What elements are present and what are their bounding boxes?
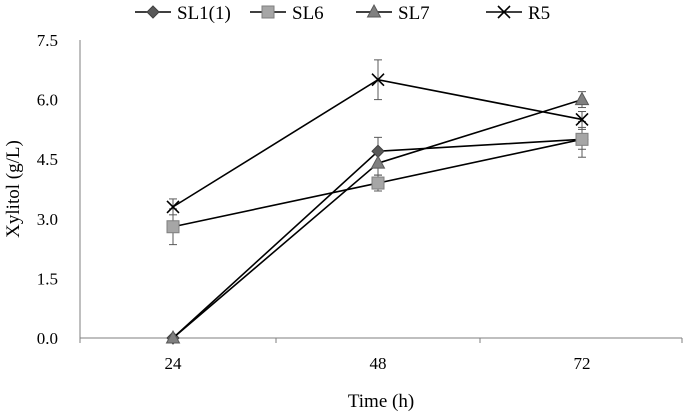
series-r5-point-24-stroke-b <box>166 200 180 214</box>
x-tick-label-48: 48 <box>370 354 387 373</box>
series-sl7-point-24 <box>165 329 181 344</box>
y-tick-label-2: 3.0 <box>37 210 58 229</box>
series-r5 <box>166 59 589 216</box>
axes <box>79 40 682 339</box>
legend-item-sl7: SL7 <box>356 3 430 24</box>
legend-item-sl6: SL6 <box>250 3 324 24</box>
series-sl7 <box>165 91 590 344</box>
legend-item-sl6-marker-shape <box>261 5 275 19</box>
series-r5-point-48-stroke-b <box>371 73 385 87</box>
series-sl6-point-72-shape <box>575 132 589 146</box>
x-tick-label-24: 24 <box>165 354 183 373</box>
y-tick-label-4: 6.0 <box>37 91 58 110</box>
series-sl7-point-72 <box>574 91 590 106</box>
legend-item-r5-marker-stroke-b <box>497 5 511 19</box>
legend-item-sl1-1: SL1(1) <box>135 3 231 24</box>
legend-item-sl1-1-marker <box>146 5 160 19</box>
series-sl7-point-72-shape <box>574 91 590 106</box>
series-sl7-point-48-shape <box>370 155 386 169</box>
series-sl6-point-24-shape <box>166 220 180 234</box>
x-tick-labels: 24 48 72 <box>79 338 683 373</box>
series-sl7-line <box>172 98 583 339</box>
series-sl6-point-48-shape <box>371 176 385 190</box>
y-tick-label-3: 4.5 <box>37 150 58 169</box>
y-tick-label-0: 0.0 <box>37 329 58 348</box>
legend-item-sl7-marker-shape <box>366 3 382 18</box>
legend-item-sl6-marker <box>261 5 275 19</box>
legend-item-sl1-1-label: SL1(1) <box>177 3 231 24</box>
y-tick-label-1: 1.5 <box>37 269 58 288</box>
x-tick-label-72: 72 <box>574 354 591 373</box>
legend-item-sl7-label: SL7 <box>398 3 430 24</box>
legend-item-sl1-1-marker-shape <box>146 5 160 19</box>
series-sl6-point-48 <box>371 176 385 190</box>
series-r5-point-24 <box>166 200 180 214</box>
legend-item-r5-marker <box>497 5 511 19</box>
y-tick-labels: 0.0 1.5 3.0 4.5 6.0 7.5 <box>37 31 58 348</box>
series-sl6-point-72 <box>575 132 589 146</box>
series-sl6-point-24 <box>166 220 180 234</box>
y-tick-label-5: 7.5 <box>37 31 58 50</box>
series-sl7-point-24-shape <box>165 329 181 344</box>
legend: SL1(1) SL6 SL7 R5 <box>135 3 550 24</box>
series-sl7-point-48 <box>370 155 386 169</box>
legend-item-sl7-marker <box>366 3 382 18</box>
legend-item-sl6-label: SL6 <box>292 3 324 24</box>
x-axis-title: Time (h) <box>348 391 414 412</box>
legend-item-r5: R5 <box>486 3 550 24</box>
series-r5-point-72-stroke-b <box>575 112 589 127</box>
legend-item-r5-label: R5 <box>528 3 550 24</box>
series-r5-point-72 <box>575 112 589 127</box>
series-r5-point-48 <box>371 73 385 87</box>
y-axis-title: Xylitol (g/L) <box>3 140 24 238</box>
series-layer <box>165 59 590 345</box>
